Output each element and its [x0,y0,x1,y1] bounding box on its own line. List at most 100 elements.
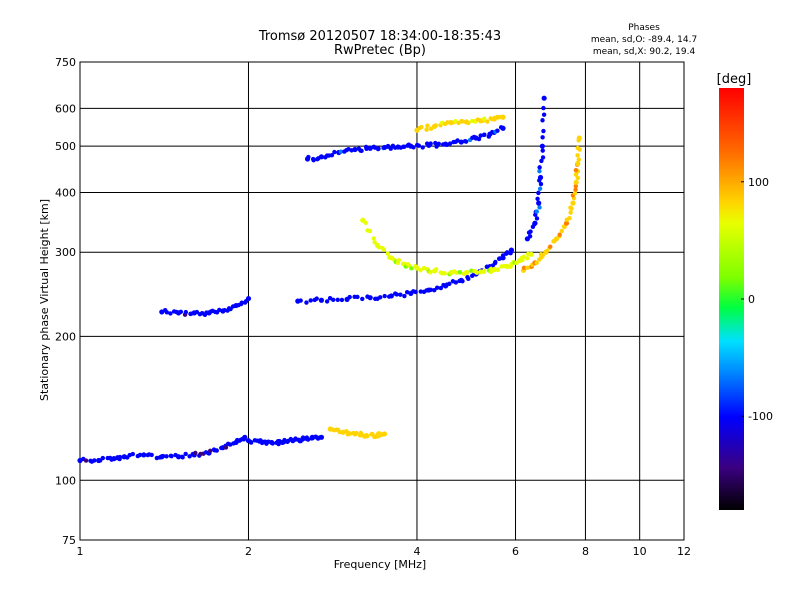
data-point [447,281,452,287]
data-point [557,232,562,237]
data-point [169,453,174,459]
data-point [376,244,382,250]
data-point [433,123,438,128]
data-point [364,146,369,151]
x-tick-label: 10 [633,545,647,558]
data-point [544,248,550,254]
x-axis-label: Frequency [MHz] [334,558,426,571]
data-point [541,112,547,117]
data-point [354,430,359,436]
y-tick-label: 750 [55,56,76,69]
colorbar [719,88,744,510]
data-point [504,263,510,270]
data-point [418,289,423,294]
data-point [466,276,471,282]
data-point [367,228,373,234]
data-point [460,119,465,124]
data-point [335,297,340,302]
data-point [500,114,506,120]
data-point [481,116,487,122]
data-point [500,125,506,131]
data-point [436,141,441,146]
data-point [540,155,546,160]
data-point [573,168,579,173]
data-point [318,297,325,303]
data-point [355,294,360,300]
data-point [432,287,437,293]
data-point [347,431,353,436]
data-point [536,190,541,196]
phases-o-line: mean, sd,O: -89.4, 14.7 [591,35,697,45]
data-point [409,266,414,271]
data-point [454,270,459,275]
data-point [239,300,245,305]
data-point [428,270,433,275]
data-point [214,448,219,453]
data-point [183,451,188,457]
data-point [402,293,407,299]
data-point [482,132,487,137]
data-point [208,448,213,454]
data-point [572,191,578,196]
data-point [433,267,439,272]
data-point [149,452,154,458]
data-point [567,215,572,221]
colorbar-tick-label: 0 [748,293,755,306]
y-tick-label: 500 [55,140,76,153]
data-point [537,174,544,181]
data-point [385,251,391,256]
data-point [193,450,198,456]
data-point [455,138,460,143]
data-point [568,205,573,210]
chart-title: Tromsø 20120507 18:34:00-18:35:43 [258,29,501,44]
data-point [476,136,482,142]
colorbar-tick-label: -100 [748,410,773,423]
data-point [248,440,254,445]
data-points [77,95,582,464]
data-point [428,126,434,131]
data-point [270,441,275,446]
x-tick-label: 8 [582,545,589,558]
data-point [465,270,470,275]
data-point [575,160,581,167]
data-point [425,123,430,128]
data-point [447,141,453,146]
y-tick-label: 200 [55,330,76,343]
data-point [382,293,387,299]
data-point [478,133,483,138]
data-point [187,454,192,459]
data-point [453,280,459,285]
data-point [414,265,420,271]
data-point [381,431,388,437]
data-point [331,297,336,302]
data-point [442,271,447,276]
x-tick-label: 4 [413,545,420,558]
data-point [495,267,501,272]
data-point [137,452,143,458]
data-point [575,175,581,181]
data-point [175,454,182,460]
data-point [329,153,335,158]
data-point [92,458,97,463]
phases-heading: Phases [628,23,660,33]
data-point [573,187,578,192]
data-point [474,270,480,275]
data-point [541,128,546,134]
data-point [562,224,567,230]
data-point [298,298,303,303]
data-point [364,433,370,439]
data-point [178,309,184,315]
data-point [376,146,381,151]
data-point [539,158,544,164]
data-point [536,200,542,206]
data-point [381,247,387,252]
data-point [421,265,427,271]
x-tick-label: 1 [77,545,84,558]
data-point [419,124,424,130]
y-tick-label: 400 [55,186,76,199]
data-point [324,299,330,304]
data-point [576,157,581,162]
data-point [83,458,89,463]
data-point [534,209,539,214]
